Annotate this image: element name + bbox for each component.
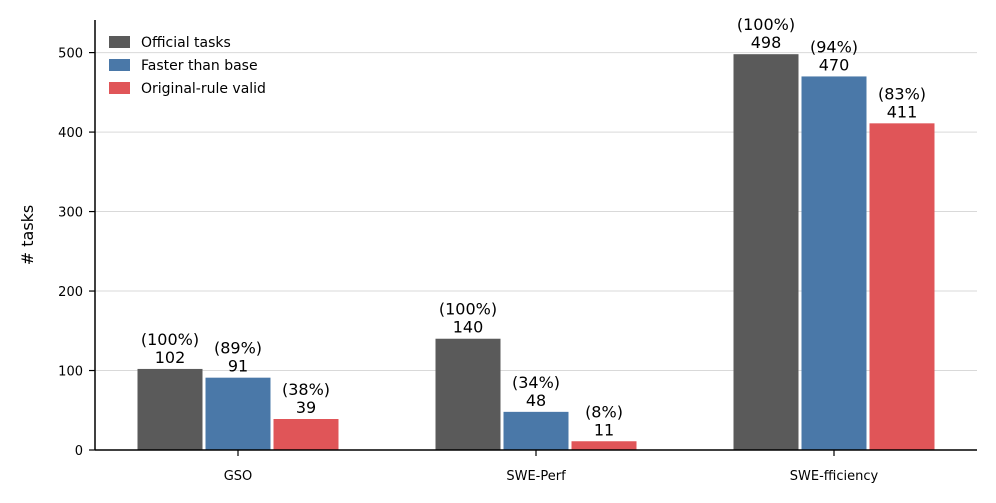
- bar-original-rule-valid-swe-perf: [571, 441, 637, 450]
- bar-faster-than-base-swe-fficiency: [801, 76, 867, 450]
- bar-value-label: 48: [526, 391, 546, 410]
- y-tick-label: 400: [58, 126, 83, 141]
- bar-percent-label: (100%): [439, 300, 497, 319]
- y-tick-label: 200: [58, 285, 83, 300]
- bar-original-rule-valid-swe-fficiency: [869, 123, 935, 451]
- y-tick-label: 300: [58, 206, 83, 221]
- y-tick-label: 100: [58, 365, 83, 380]
- bar-percent-label: (100%): [737, 15, 795, 34]
- bar-value-label: 411: [887, 102, 918, 121]
- bar-official-tasks-gso: [137, 368, 203, 450]
- bar-value-label: 39: [296, 398, 316, 417]
- bar-percent-label: (94%): [810, 37, 858, 56]
- y-axis-title: # tasks: [18, 205, 37, 266]
- bar-value-label: 140: [453, 318, 484, 337]
- bar-percent-label: (100%): [141, 330, 199, 349]
- y-tick-label: 500: [58, 47, 83, 62]
- bar-value-label: 91: [228, 357, 248, 376]
- legend-entry: Official tasks: [141, 35, 231, 51]
- x-tick-label: SWE-fficiency: [790, 469, 879, 484]
- bar-value-label: 102: [155, 348, 186, 367]
- legend-swatch: [109, 82, 130, 94]
- bar-official-tasks-swe-perf: [435, 338, 501, 450]
- bars: [137, 54, 935, 451]
- bar-value-label: 470: [819, 55, 850, 74]
- bar-value-label: 498: [751, 33, 782, 52]
- bar-percent-label: (89%): [214, 339, 262, 358]
- legend: Official tasks Faster than base Original-r…: [109, 35, 266, 97]
- bar-percent-label: (34%): [512, 373, 560, 392]
- bar-original-rule-valid-gso: [273, 419, 339, 450]
- legend-entry: Original-rule valid: [141, 81, 266, 97]
- bar-faster-than-base-swe-perf: [503, 411, 569, 450]
- bar-value-label: 11: [594, 420, 614, 439]
- bar-labels: 102(100%)140(100%)498(100%)91(89%)48(34%…: [141, 15, 926, 439]
- legend-entry: Faster than base: [141, 58, 258, 74]
- bar-faster-than-base-gso: [205, 377, 271, 450]
- x-tick-label: GSO: [224, 469, 253, 484]
- bar-percent-label: (8%): [585, 402, 623, 421]
- y-tick-label: 0: [75, 444, 83, 459]
- legend-swatch: [109, 36, 130, 48]
- bar-percent-label: (38%): [282, 380, 330, 399]
- bar-official-tasks-swe-fficiency: [733, 54, 799, 450]
- x-tick-label: SWE-Perf: [506, 469, 566, 484]
- x-ticks: GSO SWE-Perf SWE-fficiency: [224, 450, 879, 484]
- y-ticks: 0 100 200 300 400 500: [58, 47, 95, 459]
- legend-swatch: [109, 59, 130, 71]
- bar-percent-label: (83%): [878, 84, 926, 103]
